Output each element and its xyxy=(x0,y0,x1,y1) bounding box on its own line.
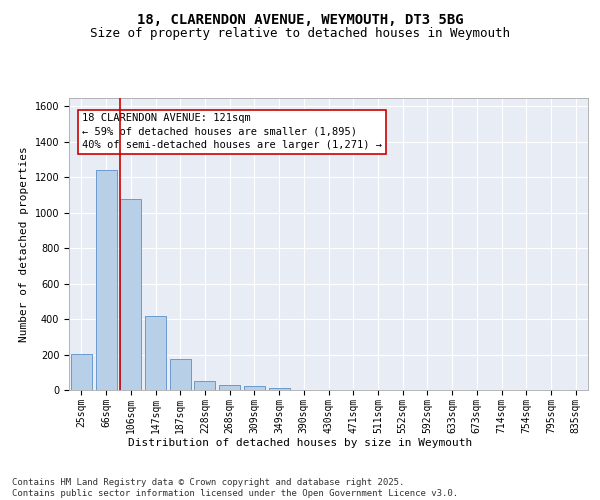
Text: Contains HM Land Registry data © Crown copyright and database right 2025.
Contai: Contains HM Land Registry data © Crown c… xyxy=(12,478,458,498)
Text: 18 CLARENDON AVENUE: 121sqm
← 59% of detached houses are smaller (1,895)
40% of : 18 CLARENDON AVENUE: 121sqm ← 59% of det… xyxy=(82,114,382,150)
Bar xyxy=(120,198,141,390)
Bar xyxy=(95,170,116,390)
Text: Distribution of detached houses by size in Weymouth: Distribution of detached houses by size … xyxy=(128,438,472,448)
Text: Size of property relative to detached houses in Weymouth: Size of property relative to detached ho… xyxy=(90,28,510,40)
Bar xyxy=(170,359,191,390)
Text: 18, CLARENDON AVENUE, WEYMOUTH, DT3 5BG: 18, CLARENDON AVENUE, WEYMOUTH, DT3 5BG xyxy=(137,12,463,26)
Bar xyxy=(244,386,265,390)
Bar xyxy=(219,384,240,390)
Bar xyxy=(269,388,290,390)
Bar xyxy=(145,316,166,390)
Bar xyxy=(194,381,215,390)
Y-axis label: Number of detached properties: Number of detached properties xyxy=(19,146,29,342)
Bar xyxy=(71,354,92,390)
